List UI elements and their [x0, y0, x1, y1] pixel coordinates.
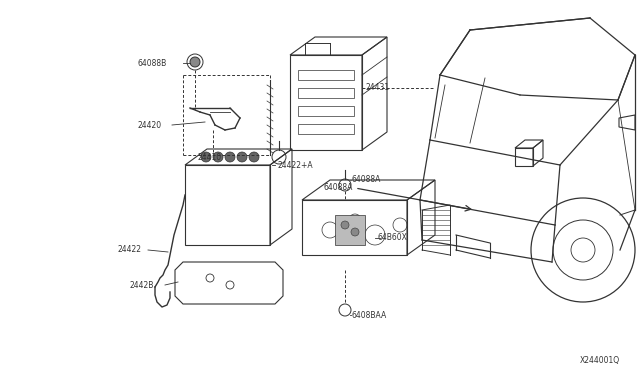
Circle shape — [237, 152, 247, 162]
Text: X244001Q: X244001Q — [580, 356, 620, 365]
Text: 24431: 24431 — [366, 83, 390, 93]
Circle shape — [201, 152, 211, 162]
Circle shape — [341, 221, 349, 229]
Text: 24420: 24420 — [138, 121, 162, 129]
Text: 64088A: 64088A — [323, 183, 353, 192]
Circle shape — [213, 152, 223, 162]
Text: 2442B: 2442B — [130, 280, 154, 289]
Circle shape — [190, 57, 200, 67]
Circle shape — [225, 152, 235, 162]
Circle shape — [249, 152, 259, 162]
Polygon shape — [335, 215, 365, 245]
Text: 24422+A: 24422+A — [278, 160, 314, 170]
Text: 24422: 24422 — [118, 246, 142, 254]
Text: 64B60X: 64B60X — [378, 234, 408, 243]
Circle shape — [351, 228, 359, 236]
Text: 64088B: 64088B — [138, 58, 167, 67]
Text: 64088A: 64088A — [352, 176, 381, 185]
Text: 24410: 24410 — [198, 154, 222, 163]
Text: 6408BAA: 6408BAA — [352, 311, 387, 320]
